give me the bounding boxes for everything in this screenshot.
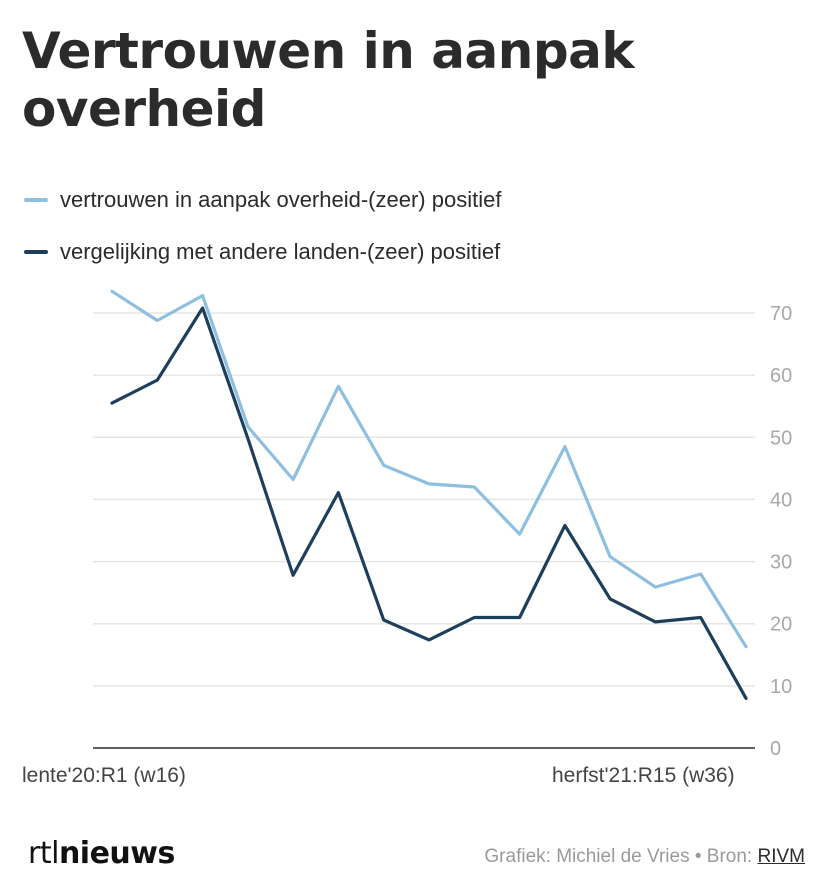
- legend-label-comparison: vergelijking met andere landen-(zeer) po…: [60, 239, 501, 264]
- y-tick-label-60: 60: [770, 365, 792, 387]
- line-chart: 0 10 20 30 40 50 60 70: [93, 289, 792, 760]
- series-line-1: [110, 306, 748, 700]
- legend-label-trust: vertrouwen in aanpak overheid-(zeer) pos…: [60, 187, 502, 212]
- y-tick-label-10: 10: [770, 676, 792, 698]
- logo-nieuws: nieuws: [58, 836, 175, 871]
- x-tick-label-end: herfst'21:R15 (w36): [552, 764, 735, 787]
- source-link[interactable]: RIVM: [757, 846, 806, 867]
- logo-rtl: rtl: [28, 836, 59, 871]
- rtl-nieuws-logo: rtlnieuws: [28, 836, 175, 871]
- y-tick-label-20: 20: [770, 614, 792, 636]
- legend: vertrouwen in aanpak overheid-(zeer) pos…: [24, 174, 501, 278]
- credit-text: Grafiek: Michiel de Vries • Bron:: [484, 846, 758, 867]
- legend-item-comparison: vergelijking met andere landen-(zeer) po…: [24, 226, 501, 278]
- y-tick-label-70: 70: [770, 303, 792, 325]
- legend-swatch-trust: [24, 198, 48, 202]
- y-tick-label-50: 50: [770, 427, 792, 449]
- x-tick-label-start: lente'20:R1 (w16): [22, 764, 186, 787]
- y-tick-label-0: 0: [770, 738, 781, 760]
- series-line-0: [110, 289, 748, 649]
- credit-line: Grafiek: Michiel de Vries • Bron: RIVM: [484, 846, 805, 868]
- y-tick-label-30: 30: [770, 552, 792, 574]
- chart-title: Vertrouwen in aanpak overheid: [22, 22, 635, 138]
- legend-swatch-comparison: [24, 250, 48, 254]
- legend-item-trust: vertrouwen in aanpak overheid-(zeer) pos…: [24, 174, 501, 226]
- y-tick-label-40: 40: [770, 489, 792, 511]
